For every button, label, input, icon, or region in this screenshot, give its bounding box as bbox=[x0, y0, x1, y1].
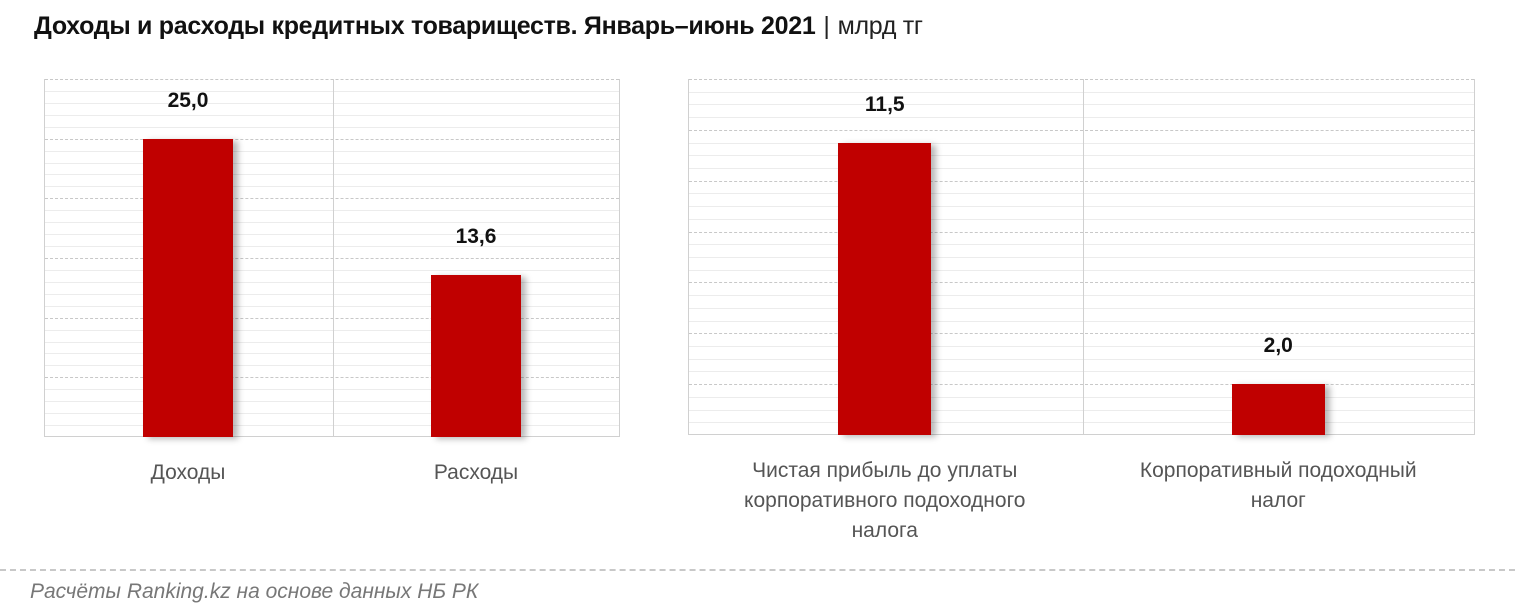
major-gridline bbox=[689, 231, 1474, 233]
minor-gridline bbox=[45, 150, 619, 152]
minor-gridline bbox=[45, 329, 619, 331]
minor-gridline bbox=[45, 114, 619, 116]
category-label: Расходы bbox=[433, 461, 519, 484]
major-gridline bbox=[45, 258, 619, 259]
minor-gridline bbox=[689, 104, 1474, 106]
major-gridline bbox=[45, 377, 619, 379]
category-divider bbox=[333, 79, 334, 436]
minor-gridline bbox=[689, 193, 1474, 195]
title-main: Доходы и расходы кредитных товариществ. … bbox=[34, 12, 816, 40]
minor-gridline bbox=[45, 186, 619, 188]
minor-gridline bbox=[45, 269, 619, 271]
minor-gridline bbox=[45, 281, 619, 283]
major-gridline bbox=[689, 79, 1474, 80]
minor-gridline bbox=[689, 142, 1474, 144]
minor-gridline bbox=[45, 401, 619, 403]
minor-gridline bbox=[45, 90, 619, 92]
major-gridline bbox=[689, 180, 1474, 182]
minor-gridline bbox=[689, 168, 1474, 169]
category-label: Чистая прибыль до уплаты корпоративного п… bbox=[744, 459, 1026, 542]
minor-gridline bbox=[45, 210, 619, 212]
minor-gridline bbox=[45, 365, 619, 367]
category-label: Корпоративный подоходный налог bbox=[1139, 459, 1417, 512]
minor-gridline bbox=[45, 162, 619, 164]
plot-area bbox=[688, 79, 1475, 435]
minor-gridline bbox=[45, 234, 619, 236]
chart-title: Доходы и расходы кредитных товариществ. … bbox=[34, 6, 923, 46]
major-gridline bbox=[689, 333, 1474, 335]
footer-divider bbox=[0, 569, 1515, 571]
minor-gridline bbox=[689, 218, 1474, 220]
minor-gridline bbox=[689, 91, 1474, 93]
minor-gridline bbox=[689, 155, 1474, 157]
major-gridline bbox=[689, 129, 1474, 131]
minor-gridline bbox=[45, 413, 619, 415]
minor-gridline bbox=[689, 257, 1474, 258]
major-gridline bbox=[689, 384, 1474, 386]
minor-gridline bbox=[689, 320, 1474, 322]
minor-gridline bbox=[45, 102, 619, 104]
bar-1-0 bbox=[838, 142, 932, 435]
minor-gridline bbox=[45, 126, 619, 128]
major-gridline bbox=[45, 317, 619, 319]
minor-gridline bbox=[689, 396, 1474, 398]
minor-gridline bbox=[689, 409, 1474, 411]
category-divider bbox=[1082, 79, 1084, 434]
minor-gridline bbox=[45, 222, 619, 224]
category-label: Доходы bbox=[150, 461, 226, 484]
data-label: 25,0 bbox=[167, 88, 209, 112]
minor-gridline bbox=[689, 295, 1474, 297]
plot-area bbox=[44, 79, 620, 437]
title-unit: млрд тг bbox=[837, 12, 923, 40]
major-gridline bbox=[689, 282, 1474, 284]
minor-gridline bbox=[45, 246, 619, 248]
minor-gridline bbox=[689, 117, 1474, 119]
minor-gridline bbox=[689, 358, 1474, 360]
minor-gridline bbox=[689, 244, 1474, 246]
minor-gridline bbox=[45, 305, 619, 307]
minor-gridline bbox=[689, 346, 1474, 347]
minor-gridline bbox=[689, 206, 1474, 208]
major-gridline bbox=[45, 79, 619, 80]
minor-gridline bbox=[45, 341, 619, 343]
data-label: 13,6 bbox=[455, 224, 497, 248]
major-gridline bbox=[45, 198, 619, 200]
major-gridline bbox=[45, 138, 619, 140]
title-separator: | bbox=[823, 12, 830, 40]
minor-gridline bbox=[689, 422, 1474, 424]
minor-gridline bbox=[45, 293, 619, 295]
data-label: 11,5 bbox=[864, 92, 905, 116]
minor-gridline bbox=[45, 425, 619, 427]
data-label: 2,0 bbox=[1263, 334, 1293, 358]
minor-gridline bbox=[689, 371, 1474, 373]
source-note: Расчёты Ranking.kz на основе данных НБ Р… bbox=[30, 580, 479, 603]
bar-1-1 bbox=[1231, 384, 1325, 435]
bar-0-1 bbox=[431, 274, 521, 437]
minor-gridline bbox=[45, 389, 619, 391]
minor-gridline bbox=[689, 307, 1474, 309]
minor-gridline bbox=[45, 353, 619, 355]
minor-gridline bbox=[689, 269, 1474, 271]
minor-gridline bbox=[45, 174, 619, 176]
bar-0-0 bbox=[143, 138, 233, 437]
